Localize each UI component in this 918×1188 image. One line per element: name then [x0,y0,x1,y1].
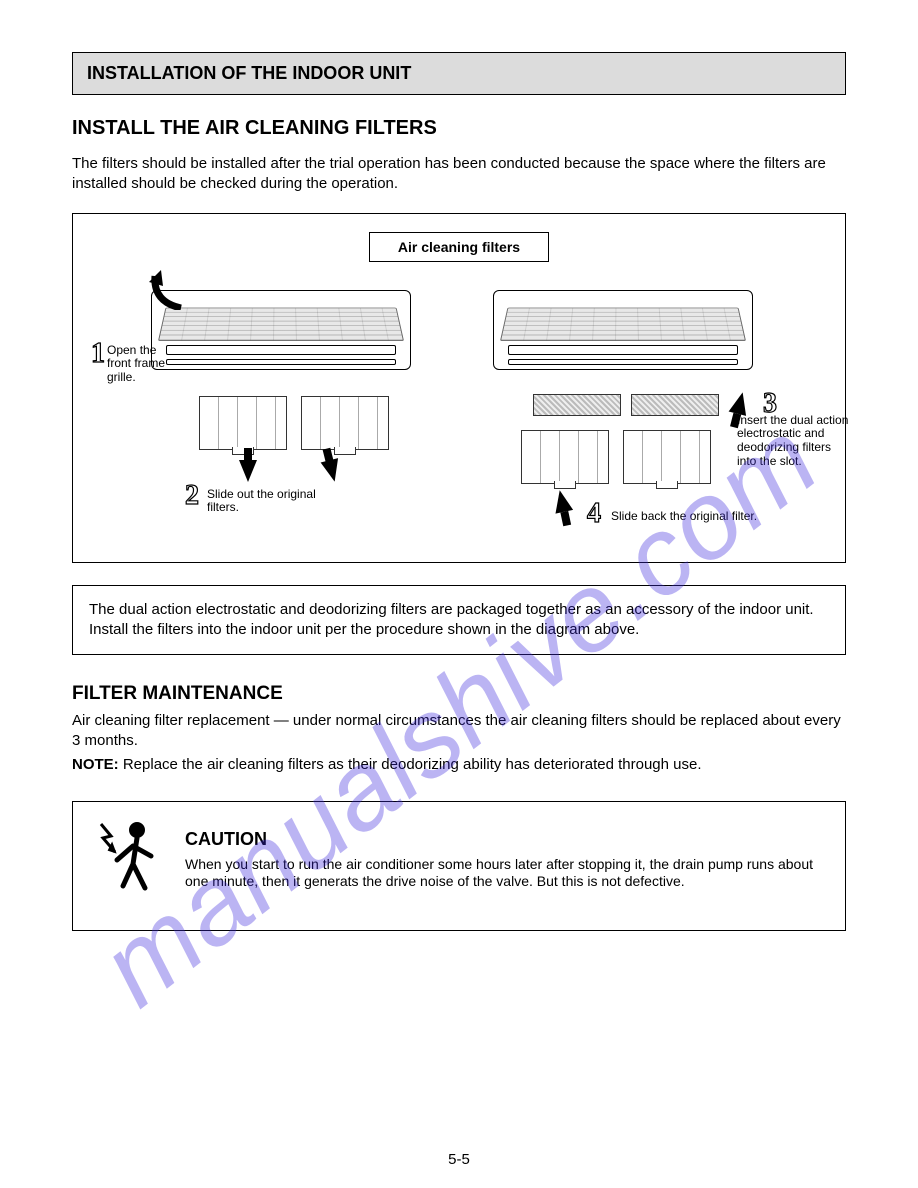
ac-unit-right [493,290,753,370]
page-number: 5-5 [448,1151,470,1168]
section-heading: INSTALL THE AIR CLEANING FILTERS [72,117,846,140]
down-arrow-icon [321,458,344,484]
step-caption-3: Insert the dual action electrostatic and… [737,414,857,469]
shock-icon [89,816,167,904]
diagram-row: 1 Open the front frame grille. 2 Slide o… [91,272,827,542]
ac-unit-left [151,290,411,370]
filter-left-a [199,396,287,450]
up-arrow-icon [551,488,573,513]
step-caption-2: Slide out the original filters. [207,488,357,516]
caution-box: CAUTION When you start to run the air co… [72,801,846,931]
filter-maintenance-text: Air cleaning filter replacement — under … [72,711,846,752]
lift-arrow-icon [147,268,189,310]
filter-maintenance-heading: FILTER MAINTENANCE [72,683,846,705]
diagram-box: Air cleaning filters 1 [72,213,846,563]
filter-left-b [301,396,389,450]
lead-paragraph: The filters should be installed after th… [72,154,846,195]
step-caption-4: Slide back the original filter. [611,510,811,524]
diagram-right: 3 Insert the dual action electrostatic a… [473,272,827,542]
ac-slot [508,345,738,355]
ac-slot [166,345,396,355]
title-bar: INSTALLATION OF THE INDOOR UNIT [72,52,846,95]
note-text: Replace the air cleaning filters as thei… [123,756,702,773]
deo-filter-b [631,394,719,416]
info-box-text: The dual action electrostatic and deodor… [89,601,814,638]
caution-heading: CAUTION [185,829,829,850]
ac-grille [158,307,404,340]
caution-body: When you start to run the air conditione… [185,856,829,891]
caution-inner: CAUTION When you start to run the air co… [89,816,829,904]
title-bar-text: INSTALLATION OF THE INDOOR UNIT [87,63,411,83]
ac-vent [508,359,738,365]
step-number-1: 1 [91,340,105,368]
ac-vent [166,359,396,365]
diagram-left: 1 Open the front frame grille. 2 Slide o… [91,272,445,542]
step-number-4: 4 [587,500,601,528]
down-arrow-icon [239,460,257,482]
ac-body [493,290,753,370]
deo-filter-a [533,394,621,416]
note-line: NOTE: Replace the air cleaning filters a… [72,756,846,773]
caution-text-block: CAUTION When you start to run the air co… [185,829,829,891]
page: INSTALLATION OF THE INDOOR UNIT INSTALL … [0,0,918,1188]
step-number-2: 2 [185,482,199,510]
note-label: NOTE: [72,756,119,773]
filter-right-a [521,430,609,484]
filter-right-b [623,430,711,484]
info-box: The dual action electrostatic and deodor… [72,585,846,656]
ac-body [151,290,411,370]
ac-grille [500,307,746,340]
up-arrow-icon [729,390,752,416]
diagram-subtitle: Air cleaning filters [369,232,549,262]
step-caption-1: Open the front frame grille. [107,344,187,385]
